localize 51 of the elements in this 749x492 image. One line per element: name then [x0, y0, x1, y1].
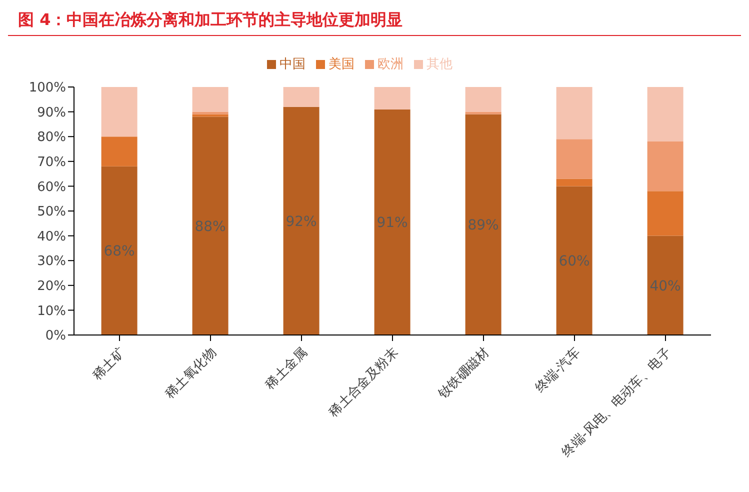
bar: [647, 87, 684, 142]
bar: [647, 236, 684, 335]
legend-label: 中国: [280, 57, 306, 72]
data-label: 88%: [194, 218, 226, 235]
bar: [556, 178, 592, 186]
bar: [647, 191, 684, 236]
x-tick-label: 终端-汽车: [532, 345, 584, 396]
data-label: 60%: [558, 254, 590, 270]
bar: [101, 166, 138, 335]
y-tick-label: 100%: [28, 80, 66, 96]
bar: [556, 186, 592, 335]
data-label: 92%: [286, 214, 317, 230]
bar: [465, 112, 502, 114]
x-tick-label: 稀土矿: [90, 345, 128, 384]
y-tick-label: 30%: [37, 254, 66, 270]
bar: [556, 139, 592, 179]
x-tick-label: 稀土合金及粉末: [326, 345, 402, 420]
bar: [192, 114, 228, 117]
y-tick-label: 50%: [37, 204, 66, 220]
bar: [465, 87, 502, 112]
y-tick-label: 60%: [37, 180, 66, 195]
data-label: 91%: [376, 215, 408, 232]
y-tick-label: 0%: [45, 328, 66, 344]
bar: [556, 87, 592, 140]
legend-label: 欧洲: [378, 57, 404, 72]
y-tick-label: 10%: [37, 304, 66, 319]
bar: [101, 136, 138, 166]
bar: [283, 87, 320, 107]
x-tick-label: 稀土金属: [262, 345, 310, 393]
bar: [101, 87, 138, 137]
data-label: 40%: [650, 278, 681, 294]
y-tick-label: 80%: [37, 130, 66, 146]
chart-title: 图 4：中国在冶炼分离和加工环节的主导地位更加明显: [8, 8, 741, 36]
x-tick-label: 稀土氧化物: [162, 345, 220, 402]
bar: [192, 116, 228, 335]
y-tick-label: 40%: [37, 229, 66, 244]
y-tick-label: 20%: [37, 279, 66, 294]
bar: [192, 112, 228, 114]
bar: [283, 106, 320, 335]
legend-label: 其他: [426, 57, 452, 72]
bar: [374, 87, 410, 110]
data-label: 68%: [104, 244, 135, 260]
legend-label: 美国: [328, 57, 354, 72]
y-tick-label: 90%: [37, 105, 66, 120]
y-tick-label: 70%: [37, 155, 66, 170]
bar: [465, 114, 502, 335]
bar: [647, 142, 684, 192]
data-label: 89%: [468, 218, 499, 234]
bar: [192, 87, 228, 112]
x-tick-label: 钕铁硼磁材: [435, 345, 492, 402]
bar: [374, 109, 410, 335]
